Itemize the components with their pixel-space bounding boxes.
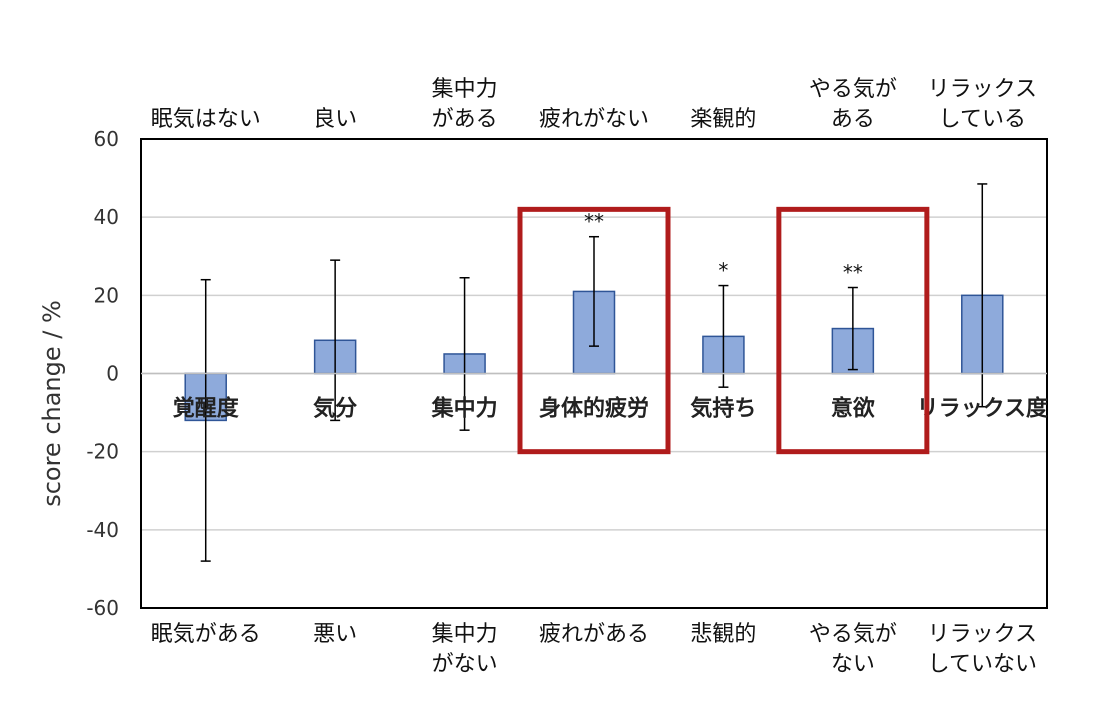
axis-layer: -60 -40 -20 0 20 40 60 score change / % xyxy=(38,127,1048,620)
bottom-descriptor-label: がない xyxy=(432,652,498,677)
category-label: 意欲 xyxy=(831,396,875,422)
top-descriptor-label: している xyxy=(939,107,1026,132)
category-label: 身体的疲労 xyxy=(539,396,649,422)
category-label: 覚醒度 xyxy=(173,396,240,422)
top-descriptor-label: リラックス xyxy=(928,77,1037,102)
top-descriptor-label: 疲れがない xyxy=(539,107,649,132)
significance-mark: ** xyxy=(843,261,863,285)
y-tick-label: 0 xyxy=(106,362,119,386)
category-label: 気持ち xyxy=(690,396,756,422)
bottom-descriptor-label: 疲れがある xyxy=(539,622,649,647)
y-axis-label: score change / % xyxy=(38,300,66,507)
y-tick-label: 60 xyxy=(94,127,119,151)
y-tick-label: -60 xyxy=(86,596,119,620)
bottom-descriptor-label: 悲観的 xyxy=(690,622,756,647)
bottom-descriptor-label: 眠気がある xyxy=(151,622,261,647)
bottom-descriptor-label: していない xyxy=(928,652,1037,677)
top-descriptor-label: 良い xyxy=(313,107,357,132)
category-label: 集中力 xyxy=(431,396,498,422)
y-tick-label: -20 xyxy=(86,440,119,464)
bottom-descriptor-label: 悪い xyxy=(313,622,357,647)
significance-mark: * xyxy=(718,259,728,283)
significance-mark: ** xyxy=(584,210,604,234)
bottom-descriptor-label: やる気が xyxy=(809,622,897,647)
error-bar-layer: *** ** xyxy=(200,183,988,562)
top-descriptor-label: ある xyxy=(831,107,875,132)
bottom-descriptor-label: リラックス xyxy=(928,622,1037,647)
y-tick-label: 40 xyxy=(94,205,119,229)
y-tick-label: 20 xyxy=(94,283,119,307)
category-label: リラックス度 xyxy=(917,396,1049,422)
top-descriptor-label: 眠気はない xyxy=(151,107,261,132)
top-descriptor-label: 楽観的 xyxy=(690,107,756,132)
category-label: 気分 xyxy=(313,396,357,422)
bottom-descriptor-label: ない xyxy=(831,652,875,677)
highlight-box xyxy=(776,206,930,455)
highlight-layer xyxy=(517,206,930,455)
top-descriptor-label: がある xyxy=(432,107,498,132)
bottom-descriptor-label: 集中力 xyxy=(432,622,498,647)
highlight-box xyxy=(517,206,671,455)
top-descriptor-label: 集中力 xyxy=(432,77,498,102)
top-descriptor-label: やる気が xyxy=(809,77,897,102)
y-tick-label: -40 xyxy=(86,518,119,542)
